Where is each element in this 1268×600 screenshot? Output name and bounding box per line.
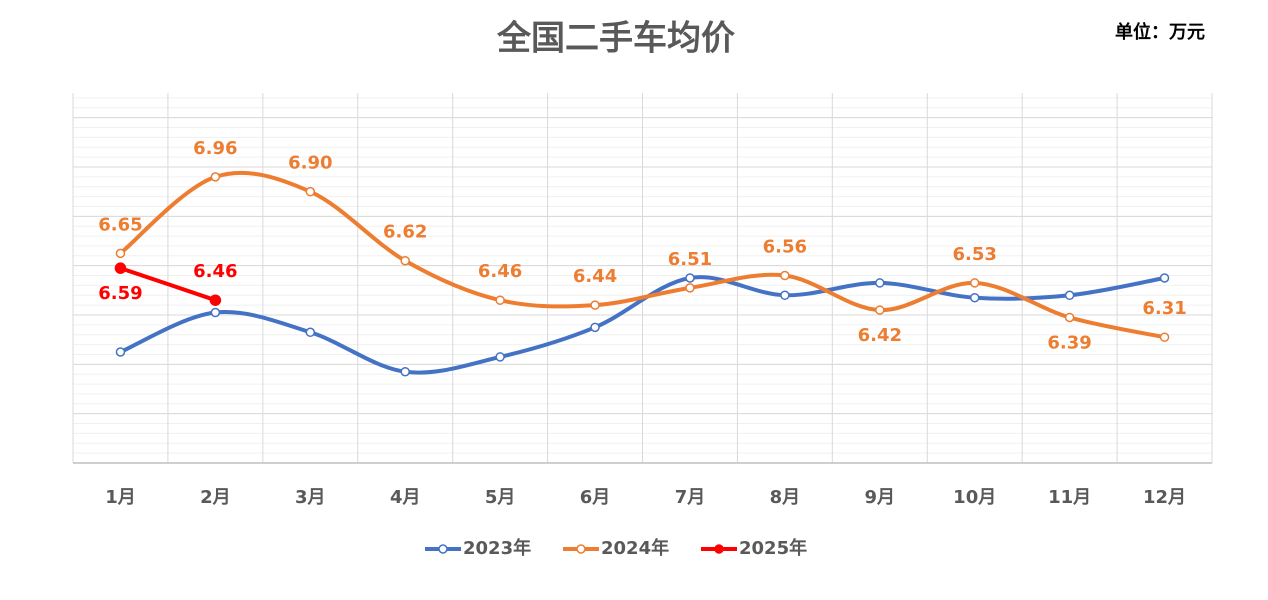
- point: [210, 172, 221, 182]
- point: [780, 270, 790, 281]
- data-label: 6.46: [478, 261, 522, 282]
- point: [1064, 312, 1075, 323]
- point: [1159, 273, 1170, 283]
- data-label: 6.42: [858, 325, 902, 346]
- legend-marker: [576, 544, 586, 554]
- data-label: 6.62: [383, 222, 427, 243]
- point: [210, 307, 221, 318]
- x-tick-label: 2月: [200, 487, 231, 508]
- legend-label: 2025年: [739, 537, 807, 559]
- legend-marker: [714, 544, 724, 554]
- data-label: 6.53: [952, 244, 996, 265]
- line: [118, 170, 1167, 340]
- point: [875, 278, 885, 288]
- data-label: 6.44: [573, 266, 617, 287]
- legend-label: 2024年: [601, 537, 669, 559]
- data-label: 6.46: [193, 261, 237, 282]
- point: [1159, 332, 1170, 342]
- data-label: 6.65: [98, 214, 142, 235]
- x-tick-label: 12月: [1143, 487, 1186, 508]
- point: [969, 292, 980, 303]
- x-tick-label: 3月: [295, 487, 326, 508]
- legend-label: 2023年: [463, 537, 531, 559]
- chart-title: 全国二手车均价: [496, 19, 735, 59]
- point: [685, 273, 695, 283]
- x-tick-label: 11月: [1048, 487, 1091, 508]
- x-tick-label: 6月: [580, 487, 611, 508]
- point: [305, 327, 316, 338]
- point: [400, 255, 410, 266]
- data-label: 6.90: [288, 153, 332, 174]
- x-tick-label: 7月: [675, 487, 706, 508]
- x-tick-label: 10月: [953, 487, 996, 508]
- point: [875, 305, 885, 315]
- data-label: 6.39: [1047, 332, 1091, 353]
- point: [590, 300, 600, 310]
- point: [114, 262, 127, 274]
- legend-marker: [438, 544, 448, 554]
- point: [495, 352, 505, 362]
- x-tick-label: 5月: [485, 487, 516, 508]
- point: [780, 290, 790, 301]
- point: [590, 322, 600, 333]
- point: [495, 295, 505, 305]
- point: [115, 347, 126, 357]
- point: [400, 366, 410, 377]
- point: [115, 248, 126, 259]
- x-tick-label: 8月: [770, 487, 801, 508]
- data-label: 6.31: [1142, 298, 1186, 319]
- point: [1064, 290, 1075, 301]
- point: [305, 186, 316, 197]
- x-tick-label: 9月: [865, 487, 896, 508]
- point: [685, 283, 695, 293]
- line: [118, 266, 218, 303]
- data-label: 6.59: [98, 283, 142, 304]
- data-label: 6.51: [668, 249, 712, 270]
- x-tick-label: 1月: [105, 487, 136, 508]
- point: [209, 294, 222, 306]
- data-label: 6.96: [193, 138, 237, 159]
- x-tick-label: 4月: [390, 487, 421, 508]
- point: [969, 278, 980, 288]
- data-label: 6.56: [763, 237, 807, 258]
- unit-label: 单位：万元: [1115, 21, 1205, 43]
